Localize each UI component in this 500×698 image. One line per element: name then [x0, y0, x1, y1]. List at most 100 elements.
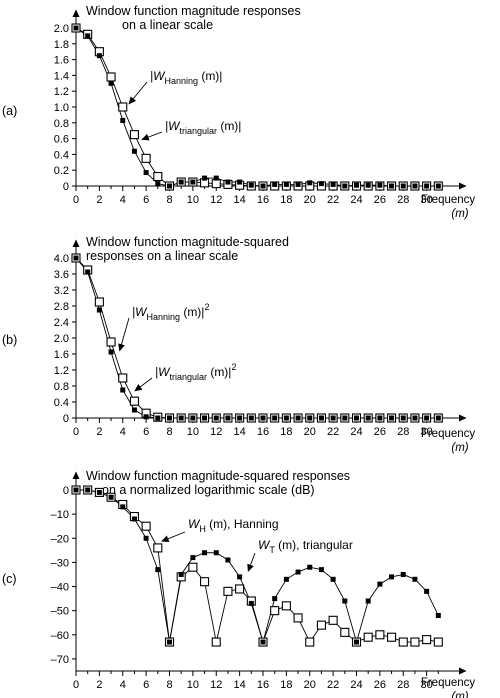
x-tick-label: 4: [120, 426, 126, 438]
triangular-point: [400, 415, 406, 421]
panel-label: (a): [2, 104, 17, 118]
triangular-point: [330, 415, 336, 421]
triangular-point: [190, 555, 196, 561]
triangular-point: [237, 179, 243, 185]
panel-label: (b): [2, 333, 17, 347]
y-tick-label: 2.0: [54, 333, 69, 345]
triangular-point: [354, 639, 359, 645]
triangular-point: [225, 179, 231, 185]
triangular-point: [424, 588, 430, 594]
y-tick-label: 4.0: [54, 253, 69, 265]
hanning-point: [94, 297, 104, 307]
triangular-point: [295, 569, 301, 575]
triangular-point: [96, 53, 102, 59]
triangular-point: [108, 349, 114, 355]
triangular-point: [377, 182, 383, 188]
triangular-point: [307, 564, 313, 570]
x-tick-label: 4: [120, 194, 126, 206]
triangular-point: [377, 415, 383, 421]
hanning-point: [293, 613, 303, 623]
triangular-point: [412, 183, 418, 189]
y-tick-label: 0.8: [54, 118, 69, 130]
y-tick-label: 1.4: [54, 70, 69, 82]
triangular-point: [295, 181, 301, 187]
x-tick-label: 6: [143, 426, 149, 438]
x-tick-label: 8: [166, 679, 172, 691]
hanning-point: [223, 586, 233, 596]
triangular-point: [435, 415, 441, 421]
chart-title: on a normalized logarithmic scale (dB): [102, 483, 315, 497]
triangular-point: [143, 535, 149, 541]
triangular-point: [155, 415, 161, 421]
hanning-point: [141, 521, 151, 531]
x-tick-label: 14: [234, 679, 246, 691]
triangular-point: [318, 567, 324, 573]
hanning-point: [375, 630, 385, 640]
x-tick-label: 24: [350, 679, 362, 691]
x-tick-label: 28: [397, 426, 409, 438]
triangular-point: [377, 581, 383, 587]
triangular-point: [120, 387, 126, 393]
x-tick-label: 24: [350, 194, 362, 206]
triangular-point: [307, 415, 313, 421]
triangular-point: [178, 179, 184, 185]
triangular-point: [283, 181, 289, 187]
y-tick-label: 1.2: [54, 86, 69, 98]
hanning-point: [387, 632, 397, 642]
triangular-point: [342, 415, 348, 421]
x-tick-label: 18: [280, 679, 292, 691]
y-tick-label: 0.4: [54, 149, 69, 161]
x-tick-label: 18: [280, 426, 292, 438]
triangular-point: [167, 639, 172, 645]
annotation-arrow: [128, 81, 148, 105]
triangular-point: [202, 175, 208, 181]
triangular-point: [178, 415, 184, 421]
x-tick-label: 8: [166, 426, 172, 438]
x-tick-label: 2: [96, 426, 102, 438]
x-tick-label: 10: [187, 194, 199, 206]
x-tick-label: 22: [327, 679, 339, 691]
hanning-point: [398, 637, 408, 647]
triangular-point: [412, 576, 418, 582]
y-tick-label: 0: [63, 181, 69, 193]
x-tick-label: 14: [234, 426, 246, 438]
y-tick-label: 1.6: [54, 349, 69, 361]
triangular-point: [96, 307, 102, 313]
hanning-point: [235, 584, 245, 594]
triangular-point: [307, 180, 313, 186]
x-tick-label: 0: [73, 194, 79, 206]
panel-c: 0–10–20–30–40–50–60–700 2 4 6 8 10 12 14 16 18 20 2…: [2, 469, 475, 698]
series-line-triangular: [76, 489, 439, 644]
triangular-point: [202, 415, 208, 421]
x-tick-label: 6: [143, 679, 149, 691]
hanning-point: [422, 635, 432, 645]
triangular-point: [73, 25, 79, 31]
triangular-point: [365, 182, 371, 188]
y-tick-label: 2.4: [54, 317, 69, 329]
triangular-point: [272, 596, 278, 602]
panel-label: (c): [2, 572, 17, 586]
triangular-point: [260, 415, 266, 421]
triangular-point: [342, 183, 348, 189]
y-tick-label: 0: [63, 485, 69, 497]
annotation-arrow: [161, 531, 186, 542]
triangular-point: [365, 598, 371, 604]
x-axis-label: Frequency: [421, 428, 476, 440]
x-tick-label: 26: [374, 426, 386, 438]
x-tick-label: 22: [327, 426, 339, 438]
hanning-point: [153, 171, 163, 182]
x-axis-label: Frequency: [421, 194, 476, 206]
x-tick-label: 28: [397, 194, 409, 206]
triangular-point: [213, 550, 219, 556]
triangular-point: [131, 148, 137, 154]
triangular-point: [167, 415, 172, 421]
triangular-point: [178, 571, 184, 577]
x-tick-label: 20: [304, 426, 316, 438]
triangular-point: [283, 576, 289, 582]
x-tick-label: 10: [187, 426, 199, 438]
triangular-point: [330, 181, 336, 187]
annotation-arrow: [141, 131, 163, 141]
panel-b: 00.40.81.21.62.02.42.83.23.64.00 2 4 6 8 10 12…: [2, 235, 475, 454]
hanning-point: [363, 632, 373, 642]
